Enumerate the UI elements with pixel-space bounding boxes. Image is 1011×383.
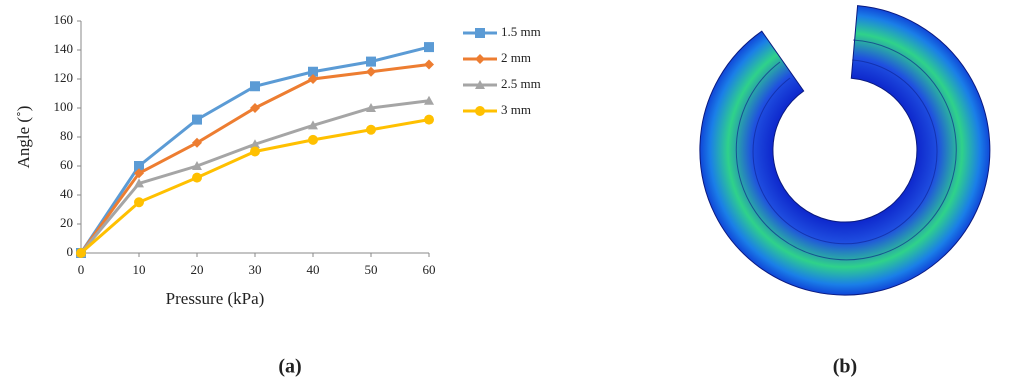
marker	[475, 106, 485, 116]
series-line	[81, 65, 429, 254]
marker	[424, 42, 434, 52]
marker	[192, 173, 202, 183]
marker	[366, 67, 376, 77]
marker	[192, 115, 202, 125]
x-axis-label: Pressure (kPa)	[166, 289, 265, 308]
y-tick-label: 20	[60, 215, 73, 230]
marker	[366, 57, 376, 67]
y-tick-label: 100	[54, 99, 74, 114]
marker	[250, 147, 260, 157]
y-tick-label: 80	[60, 128, 73, 143]
panel-label: (b)	[833, 356, 857, 378]
legend-label: 2 mm	[501, 50, 531, 65]
marker	[134, 197, 144, 207]
figure: (a) (b) Pressure (kPa) Angle (˚) 0 20 40 60…	[0, 0, 1011, 383]
x-tick-label: 10	[133, 262, 146, 277]
marker	[250, 81, 260, 91]
fem-image	[700, 6, 990, 295]
y-tick-label: 160	[54, 12, 74, 27]
y-tick-label: 0	[67, 244, 74, 259]
x-tick-label: 20	[191, 262, 204, 277]
legend-label: 2.5 mm	[501, 76, 541, 91]
marker	[366, 125, 376, 135]
x-tick-label: 60	[423, 262, 436, 277]
panel-label: (a)	[278, 356, 301, 378]
y-tick-label: 60	[60, 157, 73, 172]
x-tick-label: 30	[249, 262, 262, 277]
marker	[475, 54, 485, 64]
y-axis-label: Angle (˚)	[14, 106, 33, 169]
x-tick-label: 50	[365, 262, 378, 277]
marker	[424, 60, 434, 70]
x-tick-label: 40	[307, 262, 320, 277]
legend-label: 1.5 mm	[501, 24, 541, 39]
marker	[76, 248, 86, 258]
y-tick-label: 140	[54, 41, 74, 56]
y-tick-label: 120	[54, 70, 74, 85]
marker	[475, 28, 485, 38]
y-tick-label: 40	[60, 186, 73, 201]
marker	[308, 135, 318, 145]
marker	[424, 115, 434, 125]
legend-label: 3 mm	[501, 102, 531, 117]
x-tick-label: 0	[78, 262, 85, 277]
